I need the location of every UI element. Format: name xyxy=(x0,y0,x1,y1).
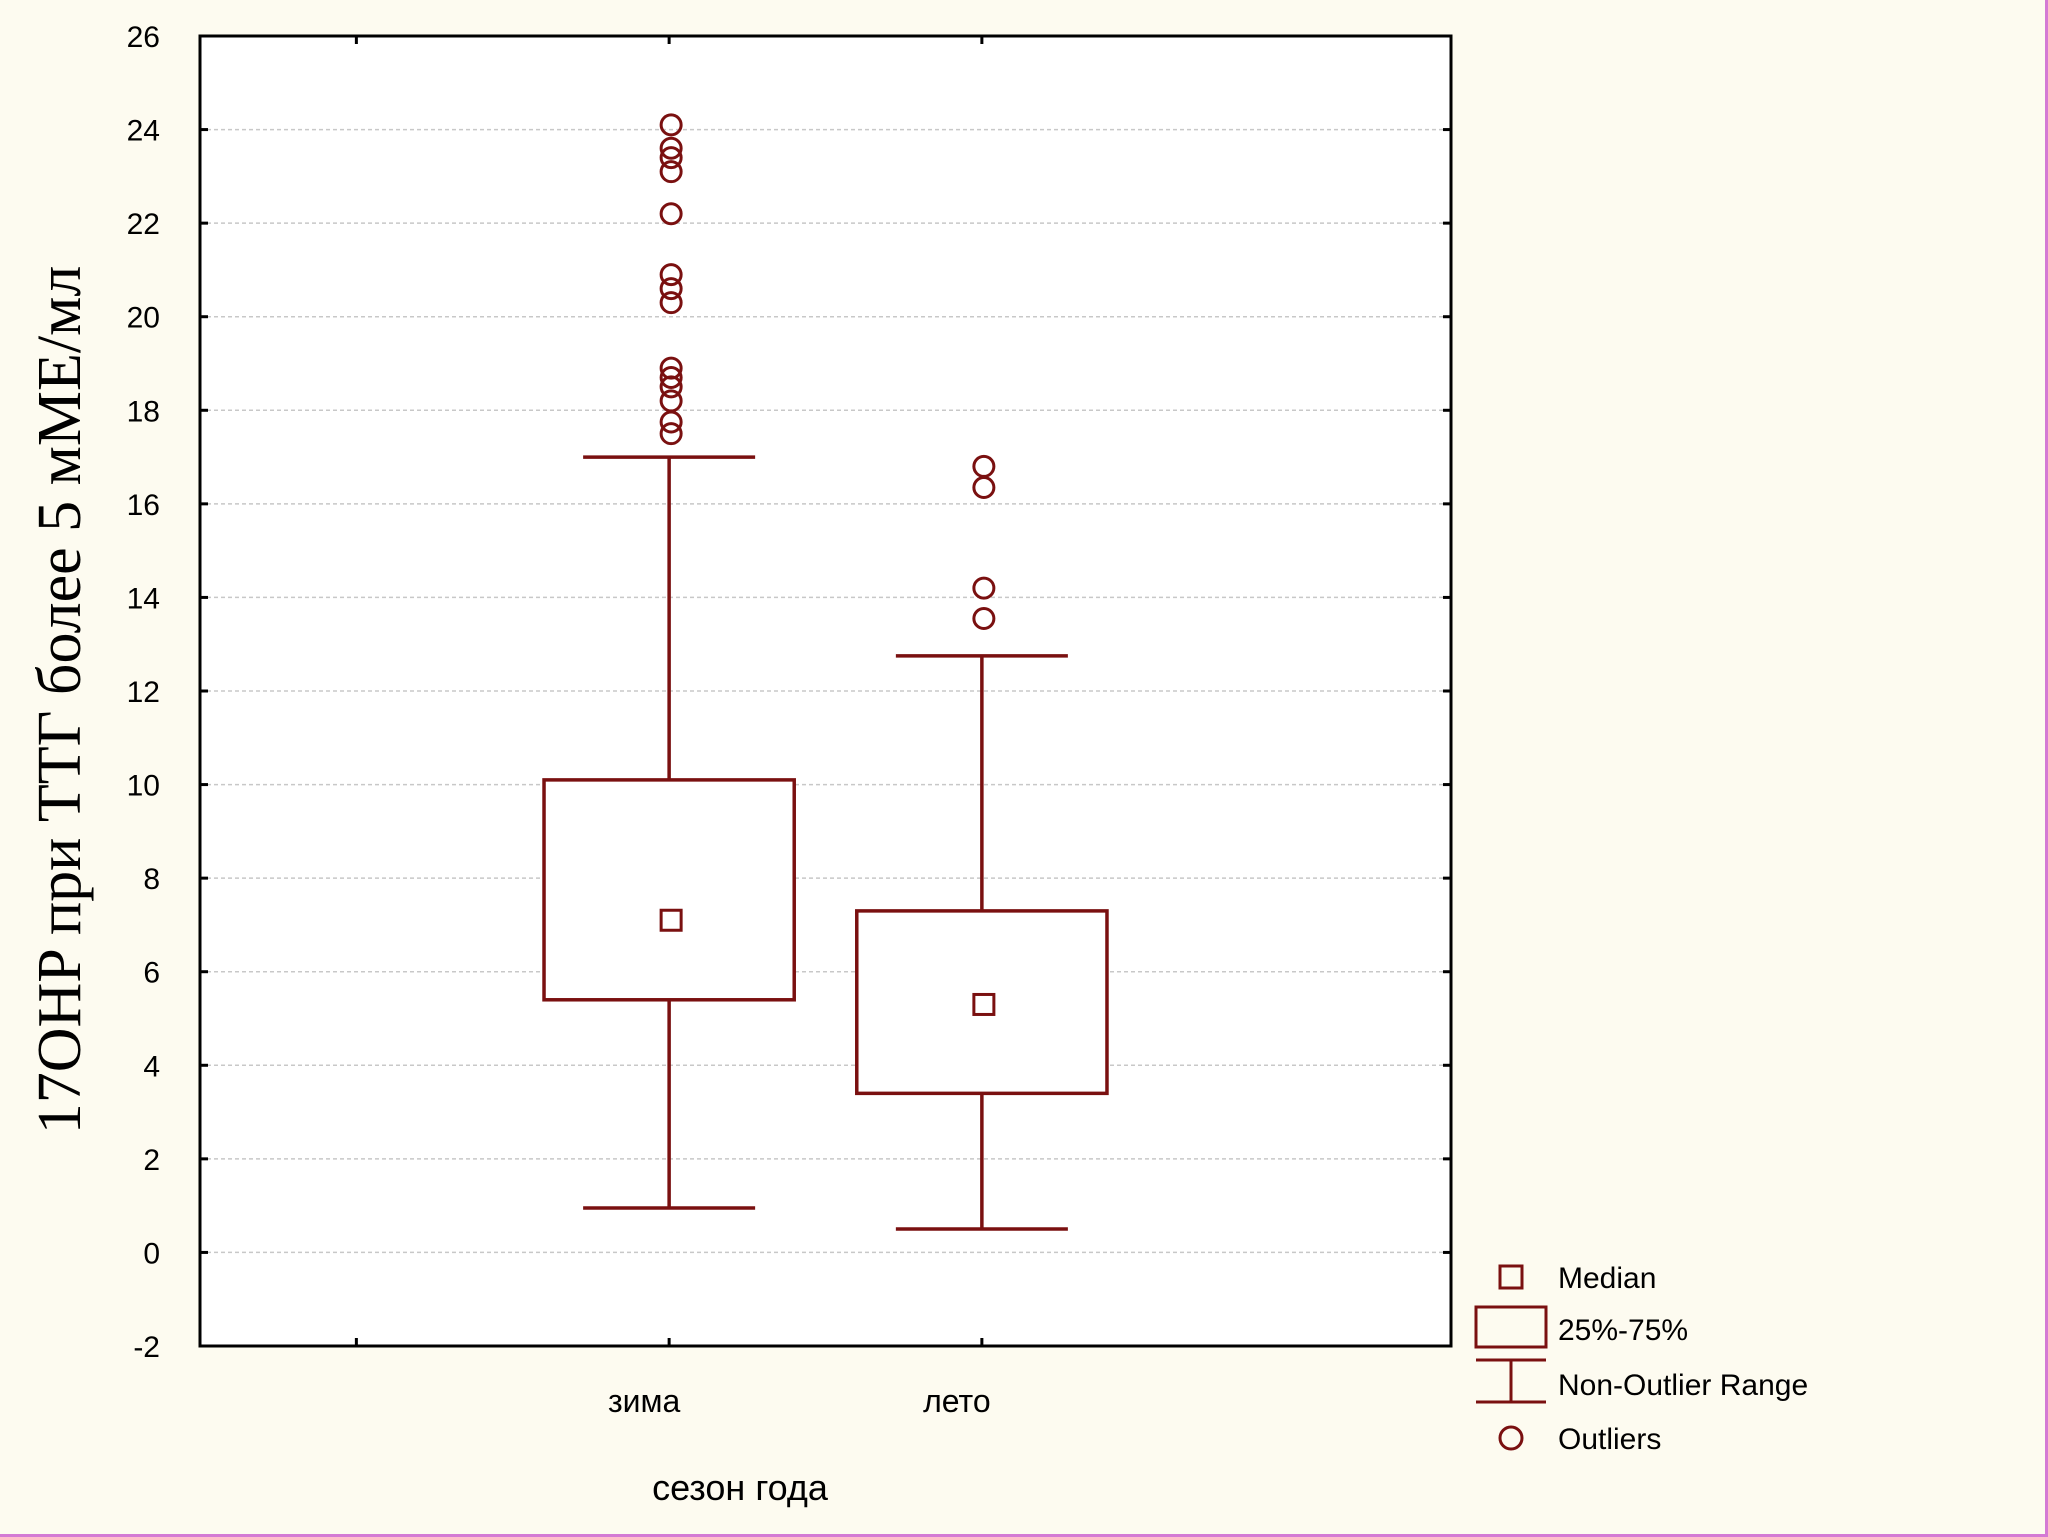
box-зима xyxy=(542,113,796,1210)
outlier-point xyxy=(972,576,996,600)
legend-outlier-icon xyxy=(1498,1425,1524,1451)
legend-box-label: 25%-75% xyxy=(1558,1314,1688,1347)
outlier-point xyxy=(972,454,996,478)
box-лето xyxy=(855,454,1109,1231)
outlier-point xyxy=(659,263,683,287)
grid-lines xyxy=(200,128,1451,1254)
y-tick-label: 12 xyxy=(127,676,160,709)
y-tick-label: 10 xyxy=(127,770,160,803)
legend-range-label: Non-Outlier Range xyxy=(1558,1369,1808,1402)
legend-box-icon xyxy=(1474,1305,1548,1349)
y-tick-label: 22 xyxy=(127,208,160,241)
bottom-border xyxy=(0,1534,2048,1537)
outlier-point xyxy=(659,277,683,301)
iqr-box xyxy=(855,909,1109,1096)
outlier-point xyxy=(659,291,683,315)
y-tick-label: 14 xyxy=(127,582,160,615)
outlier-point xyxy=(659,136,683,160)
y-tick-label: 0 xyxy=(143,1237,160,1270)
median-marker xyxy=(659,908,683,932)
outlier-point xyxy=(659,389,683,413)
category-label: лето xyxy=(923,1383,991,1419)
y-tick-label: 20 xyxy=(127,302,160,335)
boxes-layer xyxy=(542,113,1109,1231)
median-marker xyxy=(972,992,996,1016)
y-tick-label: -2 xyxy=(133,1331,160,1364)
outlier-point xyxy=(659,160,683,184)
y-tick-label: 6 xyxy=(143,957,160,990)
right-border xyxy=(2045,0,2048,1537)
legend-median-label: Median xyxy=(1558,1262,1656,1295)
plot-frame xyxy=(198,34,1453,1348)
outlier-point xyxy=(659,422,683,446)
category-labels: зима лето xyxy=(608,1383,991,1419)
y-axis-label: 17OHP при ТТГ более 5 мМЕ/мл xyxy=(26,266,94,1135)
y-tick-label: 26 xyxy=(127,21,160,54)
outlier-point xyxy=(659,113,683,137)
x-axis-label: сезон года xyxy=(652,1467,829,1508)
outlier-point xyxy=(659,146,683,170)
y-tick-label: 18 xyxy=(127,395,160,428)
outlier-point xyxy=(659,366,683,390)
iqr-box xyxy=(542,778,796,1002)
y-tick-label: 16 xyxy=(127,489,160,522)
y-tick-label: 2 xyxy=(143,1144,160,1177)
legend: Median 25%-75% Non-Outlier Range Outlier… xyxy=(1474,1262,1808,1456)
y-tick-label: 24 xyxy=(127,115,160,148)
outlier-point xyxy=(972,606,996,630)
legend-median-icon xyxy=(1498,1264,1524,1290)
category-label: зима xyxy=(608,1383,681,1419)
y-tick-label: 8 xyxy=(143,863,160,896)
outlier-point xyxy=(659,202,683,226)
y-tick-label: 4 xyxy=(143,1050,160,1083)
legend-outlier-label: Outliers xyxy=(1558,1423,1661,1456)
outlier-point xyxy=(659,356,683,380)
